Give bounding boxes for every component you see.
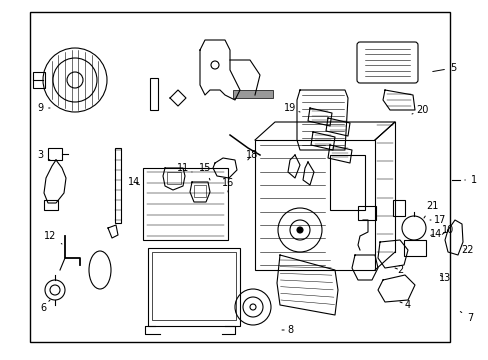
Text: 19: 19 [284, 103, 299, 113]
Bar [194, 185, 205, 197]
Text: 6: 6 [40, 300, 50, 313]
Bar [232, 90, 272, 98]
Circle shape [296, 227, 303, 233]
Bar [150, 78, 158, 110]
Text: 18: 18 [245, 150, 258, 160]
Text: 16: 16 [222, 178, 234, 192]
Bar [357, 206, 375, 220]
Bar [152, 252, 236, 320]
Bar [392, 200, 404, 216]
Text: 4: 4 [399, 300, 410, 310]
Bar [329, 155, 364, 210]
Text: 13: 13 [438, 273, 450, 283]
Bar [30, 12, 449, 342]
Bar [115, 148, 121, 223]
Bar [44, 200, 58, 210]
Text: 9: 9 [37, 103, 50, 113]
Text: 20: 20 [411, 105, 427, 115]
Text: 15: 15 [199, 163, 211, 180]
Text: 17: 17 [429, 215, 445, 225]
Text: 14: 14 [128, 177, 140, 187]
Bar [403, 240, 425, 256]
Bar [167, 172, 181, 184]
Text: 2: 2 [394, 265, 402, 275]
Text: 10: 10 [441, 225, 453, 235]
Text: 7: 7 [459, 311, 472, 323]
Text: 8: 8 [282, 325, 292, 335]
Text: 12: 12 [44, 231, 62, 244]
Bar [142, 168, 227, 240]
Text: 3: 3 [37, 150, 50, 160]
Text: 22: 22 [461, 245, 473, 255]
Text: 1: 1 [464, 175, 476, 185]
Text: 21: 21 [423, 201, 437, 218]
Bar [254, 140, 374, 270]
Text: 14: 14 [429, 229, 441, 239]
Text: 11: 11 [177, 163, 192, 173]
Bar [33, 72, 45, 88]
Text: 5: 5 [432, 63, 455, 73]
Bar [148, 248, 240, 326]
Bar [48, 148, 62, 160]
